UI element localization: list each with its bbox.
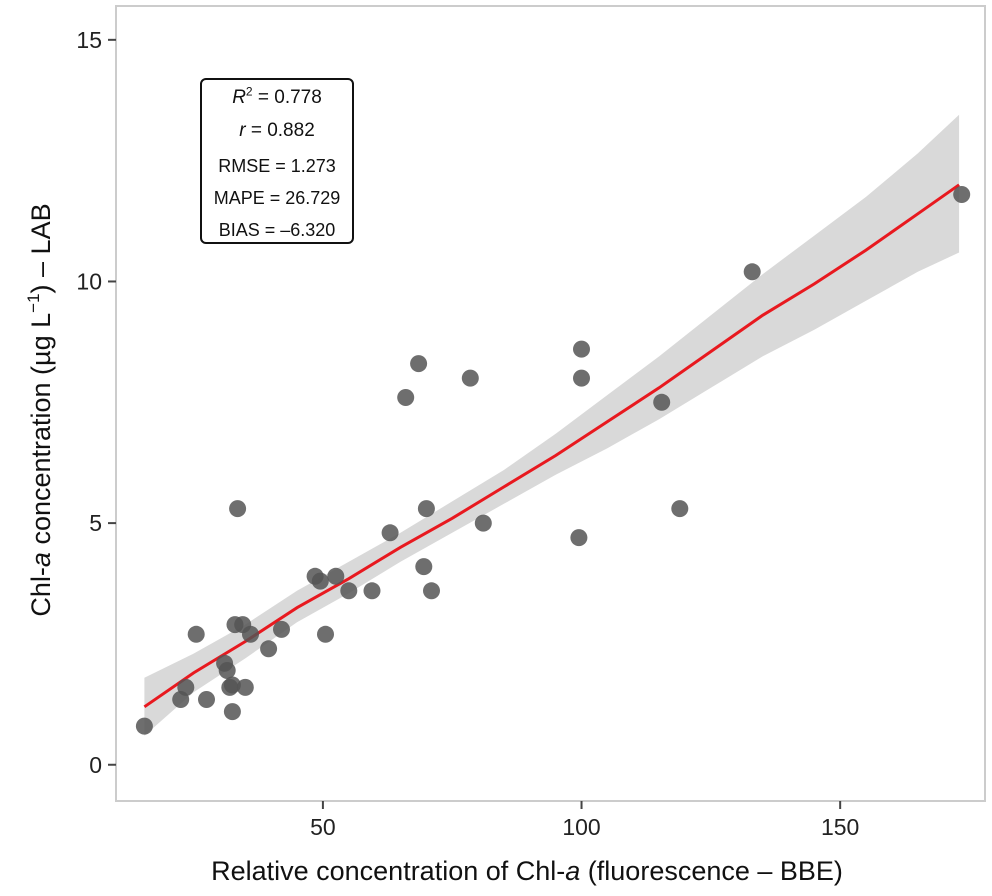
data-point-32	[570, 529, 588, 547]
x-axis-title: Relative concentration of Chl-a (fluores…	[211, 856, 843, 886]
y-tick-label-0: 0	[89, 752, 102, 778]
data-point-23	[363, 582, 381, 600]
rmse-stat: RMSE = 1.273	[218, 156, 336, 176]
y-tick-label-5: 5	[89, 510, 102, 536]
x-tick-label-50: 50	[310, 814, 336, 840]
data-point-4	[187, 625, 205, 643]
data-point-7	[218, 662, 236, 679]
data-point-15	[242, 625, 259, 643]
data-point-28	[417, 500, 435, 518]
x-tick-label-100: 100	[562, 814, 600, 840]
y-axis: 0 5 10 15	[76, 27, 116, 778]
data-point-24	[381, 524, 399, 542]
data-point-14	[236, 678, 254, 696]
y-tick-label-10: 10	[76, 268, 102, 294]
regression-line	[143, 183, 960, 709]
x-axis: 50 100 150	[310, 801, 859, 840]
data-point-29	[423, 582, 440, 600]
data-point-9	[223, 676, 241, 694]
x-tick-label-150: 150	[821, 814, 859, 840]
data-point-38	[953, 186, 971, 203]
data-point-37	[743, 263, 761, 281]
data-point-10	[223, 703, 241, 721]
data-point-20	[317, 625, 334, 643]
y-tick-label-15: 15	[76, 27, 102, 53]
data-point-36	[671, 500, 689, 518]
data-point-1	[135, 717, 153, 735]
data-point-21	[327, 567, 345, 585]
data-point-16	[260, 640, 278, 658]
data-point-17	[273, 620, 290, 638]
bias-stat: BIAS = –6.320	[218, 220, 336, 240]
data-point-3	[177, 678, 195, 696]
fit-line-layer	[143, 183, 960, 709]
data-point-27	[415, 558, 433, 576]
data-point-31	[474, 514, 492, 532]
data-point-5	[198, 691, 215, 708]
data-point-35	[653, 393, 671, 411]
data-point-34	[573, 369, 590, 387]
data-point-22	[340, 582, 358, 600]
statistics-box: R2 = 0.778 r = 0.882 RMSE = 1.273 MAPE =…	[200, 78, 354, 244]
data-points-layer	[135, 186, 971, 735]
pearson-r-stat: r = 0.882	[239, 120, 315, 141]
y-axis-title: Chl-a concentration (µg L−1) – LAB	[24, 203, 56, 616]
data-point-30	[461, 369, 479, 387]
mape-stat: MAPE = 26.729	[213, 188, 341, 208]
r-squared-stat: R2 = 0.778	[232, 84, 322, 108]
data-point-33	[573, 340, 590, 358]
data-point-12	[229, 500, 247, 518]
data-point-19	[311, 572, 329, 590]
data-point-25	[397, 389, 415, 406]
data-point-26	[410, 355, 428, 373]
